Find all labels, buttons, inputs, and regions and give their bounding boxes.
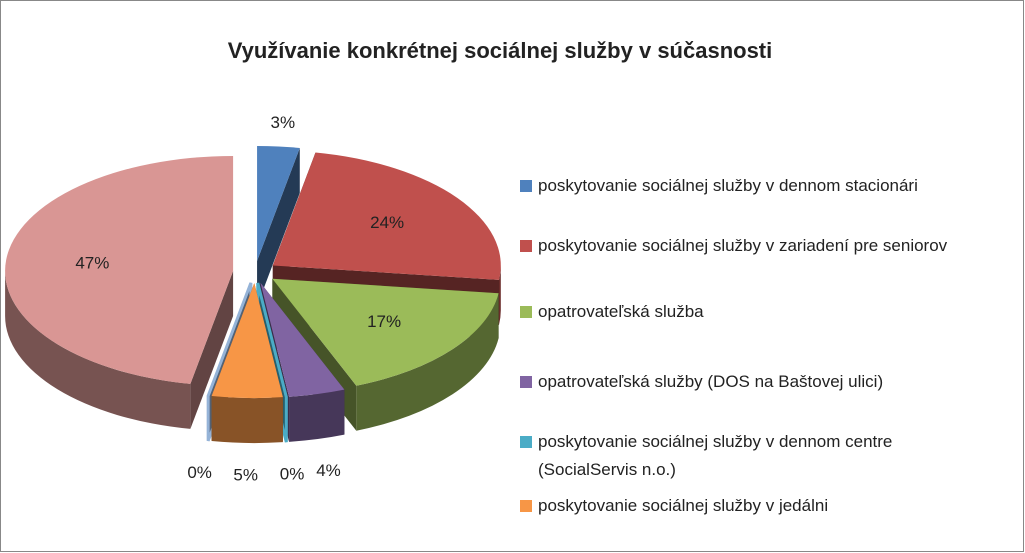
legend-label: poskytovanie sociálnej služby v zariaden… bbox=[538, 236, 948, 255]
legend-swatch bbox=[520, 500, 532, 512]
data-label: 0% bbox=[187, 463, 212, 482]
pie-slice bbox=[211, 283, 283, 399]
legend-swatch bbox=[520, 436, 532, 448]
legend-swatch bbox=[520, 180, 532, 192]
data-label: 3% bbox=[271, 113, 296, 132]
pie-slice bbox=[272, 152, 501, 280]
data-label: 5% bbox=[233, 466, 258, 485]
data-label: 4% bbox=[316, 461, 341, 480]
legend-swatch bbox=[520, 376, 532, 388]
pie-slice bbox=[5, 155, 234, 384]
chart-title: Využívanie konkrétnej sociálnej služby v… bbox=[228, 38, 773, 63]
legend-label: poskytovanie sociálnej služby v dennom c… bbox=[538, 432, 893, 479]
slice-cut-face bbox=[257, 147, 300, 306]
legend-item: opatrovateľská služby (DOS na Baštovej u… bbox=[520, 368, 993, 396]
slice-side bbox=[499, 265, 501, 325]
slice-side bbox=[356, 293, 499, 431]
pie-slice bbox=[272, 278, 499, 386]
data-label: 0% bbox=[280, 464, 305, 483]
data-label: 17% bbox=[367, 312, 401, 331]
legend-swatch bbox=[520, 306, 532, 318]
slice-side bbox=[289, 389, 345, 442]
slice-side bbox=[5, 270, 191, 429]
legend-item: poskytovanie sociálnej služby v jedálni bbox=[520, 492, 993, 520]
slice-cut-face bbox=[190, 270, 234, 429]
legend-label: opatrovateľská služby (DOS na Baštovej u… bbox=[538, 372, 884, 391]
legend-item: poskytovanie sociálnej služby v dennom s… bbox=[520, 172, 993, 200]
legend-label: opatrovateľská služba bbox=[538, 302, 704, 321]
data-label: 24% bbox=[370, 213, 404, 232]
legend-label: poskytovanie sociálnej služby v dennom s… bbox=[538, 176, 918, 195]
legend-swatch bbox=[520, 240, 532, 252]
slice-side bbox=[211, 396, 283, 444]
pie-slice bbox=[260, 282, 345, 397]
data-label: 47% bbox=[75, 254, 109, 273]
pie-slice bbox=[257, 145, 300, 261]
legend-item: opatrovateľská služba bbox=[520, 298, 993, 326]
legend-label: poskytovanie sociálnej služby v jedálni bbox=[538, 496, 829, 515]
legend-item: poskytovanie sociálnej služby v dennom c… bbox=[520, 428, 993, 484]
legend-item: poskytovanie sociálnej služby v zariaden… bbox=[520, 232, 993, 260]
